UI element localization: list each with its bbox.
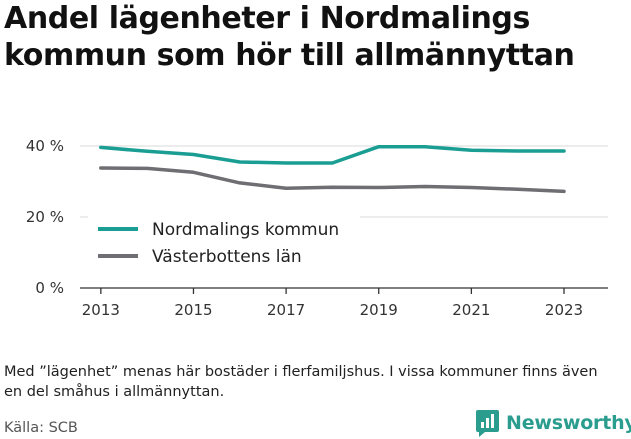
newsworthy-logo-icon bbox=[476, 409, 499, 437]
gridlines bbox=[80, 145, 608, 218]
brand-logo: Newsworthy bbox=[476, 408, 631, 438]
legend: Nordmalings kommun Västerbottens län bbox=[88, 214, 360, 272]
x-tick-label: 2023 bbox=[545, 301, 583, 319]
chart-title: Andel lägenheter i Nordmalings kommun so… bbox=[4, 1, 575, 73]
x-tick-label: 2017 bbox=[267, 301, 305, 319]
y-tick-label: 20 % bbox=[26, 208, 64, 226]
brand-name: Newsworthy bbox=[506, 412, 631, 434]
series-lines bbox=[99, 144, 566, 194]
legend-label-2: Västerbottens län bbox=[152, 247, 302, 267]
x-tick-label: 2015 bbox=[174, 301, 212, 319]
legend-background bbox=[88, 214, 360, 272]
series-line-2 bbox=[99, 166, 566, 194]
chart-note: Med ”lägenhet” menas här bostäder i fler… bbox=[4, 364, 598, 400]
series-line-1 bbox=[99, 144, 566, 165]
x-tick-label: 2019 bbox=[360, 301, 398, 319]
y-axis-ticks: 0 % 20 % 40 % bbox=[26, 137, 64, 297]
y-tick-label: 0 % bbox=[35, 279, 64, 297]
source-label: Källa: SCB bbox=[4, 420, 78, 436]
x-tick-label: 2013 bbox=[82, 301, 120, 319]
x-axis: 2013 2015 2017 2019 2021 2023 bbox=[80, 287, 608, 319]
legend-label-1: Nordmalings kommun bbox=[152, 220, 339, 240]
x-tick-label: 2021 bbox=[452, 301, 490, 319]
y-tick-label: 40 % bbox=[26, 137, 64, 155]
